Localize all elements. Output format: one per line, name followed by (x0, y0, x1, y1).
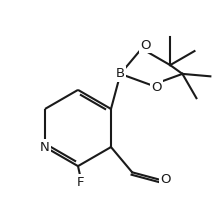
Text: B: B (116, 67, 125, 80)
Text: N: N (40, 141, 50, 154)
Text: O: O (160, 173, 170, 186)
Text: O: O (140, 39, 151, 52)
Text: F: F (76, 176, 84, 189)
Text: O: O (151, 81, 162, 94)
